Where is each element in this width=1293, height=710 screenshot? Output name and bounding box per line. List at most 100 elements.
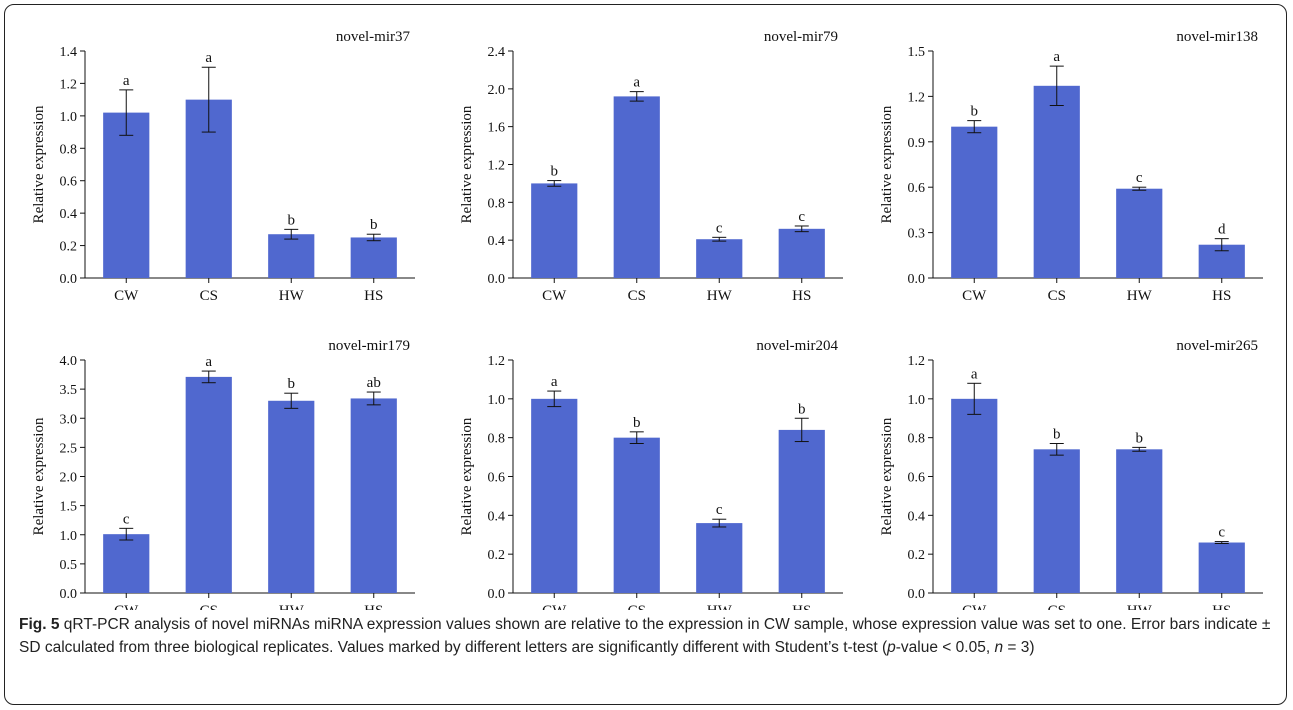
significance-letter: a bbox=[1053, 49, 1060, 65]
x-tick-label: CW bbox=[542, 288, 567, 304]
significance-letter: b bbox=[633, 415, 641, 431]
significance-letter: b bbox=[1136, 430, 1144, 446]
significance-letter: b bbox=[971, 104, 979, 120]
caption-text: qRT-PCR analysis of novel miRNAs miRNA e… bbox=[19, 616, 1271, 656]
y-axis-label: Relative expression bbox=[31, 105, 47, 223]
y-tick-label: 3.0 bbox=[60, 412, 78, 427]
x-tick-label: HW bbox=[1127, 288, 1153, 304]
y-tick-label: 0.8 bbox=[908, 432, 926, 447]
bar-HW bbox=[696, 523, 743, 593]
x-tick-label: HS bbox=[792, 603, 811, 610]
significance-letter: b bbox=[551, 164, 559, 180]
significance-letter: c bbox=[1136, 170, 1143, 186]
y-tick-label: 1.4 bbox=[60, 45, 78, 60]
y-tick-label: 1.0 bbox=[488, 393, 506, 408]
bar-CW bbox=[103, 534, 150, 593]
bar-CW bbox=[531, 398, 578, 593]
significance-letter: a bbox=[123, 73, 130, 89]
caption-n-text: = 3) bbox=[1003, 639, 1035, 656]
x-tick-label: CS bbox=[200, 603, 218, 610]
significance-letter: c bbox=[716, 502, 723, 518]
x-tick-label: CS bbox=[628, 603, 646, 610]
significance-letter: b bbox=[288, 212, 296, 228]
chart-novel-mir37: 0.0 0.2 0.4 0.6 0.8 1.0 1.2 1.4 Relative express… bbox=[31, 29, 415, 304]
chart-novel-mir204: 0.0 0.2 0.4 0.6 0.8 1.0 1.2 Relative expression… bbox=[459, 338, 843, 610]
chart-novel-mir79: 0.0 0.4 0.8 1.2 1.6 2.0 2.4 Relative expression… bbox=[459, 29, 843, 304]
y-tick-label: 0.9 bbox=[908, 136, 926, 151]
significance-letter: a bbox=[205, 354, 212, 370]
y-tick-label: 1.2 bbox=[488, 354, 506, 369]
bar-HS bbox=[1198, 542, 1245, 593]
chart-title: novel-mir138 bbox=[1176, 29, 1258, 45]
y-tick-label: 2.5 bbox=[60, 441, 78, 456]
significance-letter: b bbox=[798, 401, 806, 417]
chart-novel-mir265: 0.0 0.2 0.4 0.6 0.8 1.0 1.2 Relative expression… bbox=[879, 338, 1263, 610]
caption-label: Fig. 5 bbox=[19, 616, 60, 633]
bar-CW bbox=[531, 183, 578, 278]
chart-title: novel-mir37 bbox=[336, 29, 411, 45]
y-tick-label: 0.0 bbox=[60, 587, 78, 602]
bar-CS bbox=[613, 96, 660, 279]
chart-novel-mir179: 0.0 0.5 1.0 1.5 2.0 2.5 3.0 3.5 4.0 Relative expr… bbox=[31, 338, 415, 610]
y-tick-label: 0.8 bbox=[488, 432, 506, 447]
bar-HS bbox=[778, 228, 825, 278]
y-tick-label: 0.0 bbox=[488, 587, 506, 602]
y-tick-label: 0.6 bbox=[908, 181, 926, 196]
significance-letter: c bbox=[798, 209, 805, 225]
y-axis-label: Relative expression bbox=[879, 417, 895, 535]
bar-HS bbox=[778, 429, 825, 593]
figure-caption: Fig. 5 qRT-PCR analysis of novel miRNAs … bbox=[19, 613, 1274, 659]
bar-charts-grid: 0.0 0.2 0.4 0.6 0.8 1.0 1.2 1.4 Relative express… bbox=[31, 29, 1263, 610]
x-tick-label: HW bbox=[279, 288, 305, 304]
y-tick-label: 0.4 bbox=[488, 509, 506, 524]
bar-HW bbox=[1116, 449, 1163, 593]
significance-letter: b bbox=[370, 217, 378, 233]
chart-novel-mir138: 0.0 0.3 0.6 0.9 1.2 1.5 Relative expression nov… bbox=[879, 29, 1263, 304]
y-tick-label: 1.2 bbox=[908, 354, 926, 369]
y-axis-label: Relative expression bbox=[31, 417, 47, 535]
y-tick-label: 1.5 bbox=[908, 45, 926, 60]
significance-letter: c bbox=[1218, 525, 1225, 541]
x-tick-label: CS bbox=[1048, 603, 1066, 610]
y-axis-label: Relative expression bbox=[459, 417, 475, 535]
significance-letter: a bbox=[205, 50, 212, 66]
y-tick-label: 0.0 bbox=[908, 587, 926, 602]
x-tick-label: CW bbox=[962, 603, 987, 610]
y-axis-label: Relative expression bbox=[459, 105, 475, 223]
x-tick-label: HW bbox=[279, 603, 305, 610]
y-tick-label: 3.5 bbox=[60, 383, 78, 398]
significance-letter: c bbox=[716, 220, 723, 236]
x-tick-label: CS bbox=[200, 288, 218, 304]
chart-title: novel-mir79 bbox=[764, 29, 838, 45]
y-tick-label: 2.0 bbox=[60, 471, 78, 486]
y-tick-label: 1.6 bbox=[488, 121, 506, 136]
significance-letter: a bbox=[971, 366, 978, 382]
y-tick-label: 0.8 bbox=[488, 196, 506, 211]
bar-HW bbox=[268, 234, 315, 278]
y-tick-label: 0.0 bbox=[908, 272, 926, 287]
bar-HW bbox=[1116, 188, 1163, 278]
bar-CW bbox=[951, 398, 998, 593]
significance-letter: d bbox=[1218, 222, 1226, 238]
bar-HS bbox=[350, 237, 397, 278]
x-tick-label: CW bbox=[114, 288, 139, 304]
bar-CS bbox=[1033, 85, 1080, 278]
x-tick-label: CW bbox=[542, 603, 567, 610]
y-tick-label: 0.5 bbox=[60, 558, 78, 573]
y-tick-label: 1.0 bbox=[60, 529, 78, 544]
bar-HS bbox=[350, 398, 397, 593]
significance-letter: b bbox=[288, 376, 296, 392]
y-tick-label: 0.6 bbox=[488, 471, 506, 486]
y-tick-label: 1.2 bbox=[488, 159, 506, 174]
x-tick-label: HS bbox=[364, 603, 383, 610]
bar-CS bbox=[1033, 449, 1080, 593]
bar-CW bbox=[951, 126, 998, 279]
y-tick-label: 1.0 bbox=[60, 110, 78, 125]
y-tick-label: 1.2 bbox=[60, 77, 78, 92]
figure-frame: 0.0 0.2 0.4 0.6 0.8 1.0 1.2 1.4 Relative express… bbox=[4, 4, 1287, 705]
bar-HW bbox=[268, 400, 315, 593]
significance-letter: c bbox=[123, 511, 130, 527]
y-axis-label: Relative expression bbox=[879, 105, 895, 223]
y-tick-label: 0.2 bbox=[60, 240, 78, 255]
y-tick-label: 0.0 bbox=[488, 272, 506, 287]
